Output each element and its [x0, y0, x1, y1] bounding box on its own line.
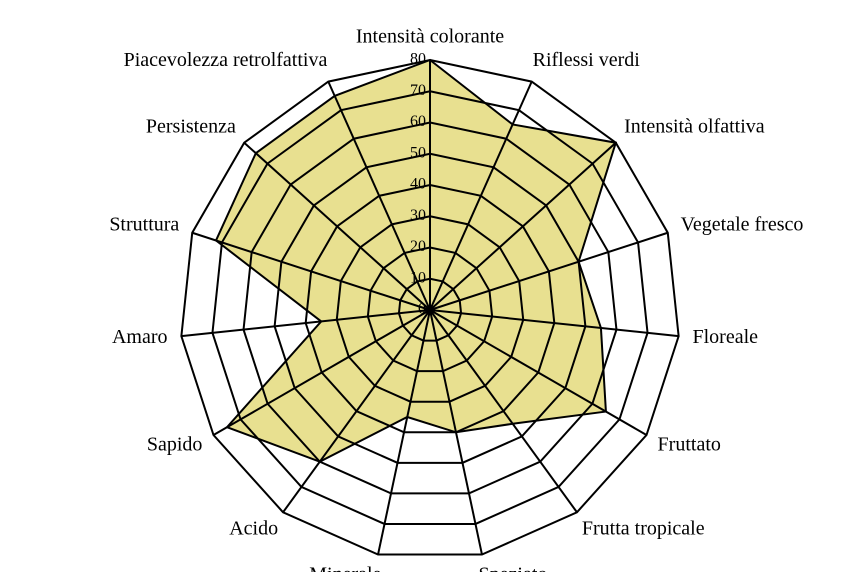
grid-ring [335, 215, 525, 403]
category-label: Minerale [309, 564, 381, 572]
spoke [327, 81, 431, 311]
r-tick-label: 20 [410, 238, 426, 255]
spoke [429, 81, 533, 311]
category-label: Frutta tropicale [582, 518, 705, 540]
spoke [191, 231, 431, 311]
category-label: Vegetale fresco [681, 214, 804, 236]
spoke [429, 309, 648, 436]
category-label: Riflessi verdi [533, 49, 641, 71]
spoke [429, 309, 578, 513]
r-tick-label: 70 [410, 82, 426, 99]
grid-ring [180, 58, 680, 556]
category-label: Acido [229, 518, 278, 540]
r-tick-label: 0 [418, 301, 426, 318]
r-tick-label: 80 [410, 51, 426, 68]
r-tick-label: 40 [410, 176, 426, 193]
spoke [429, 231, 669, 311]
category-label: Persistenza [146, 116, 236, 138]
grid-ring [211, 90, 649, 525]
spoke [429, 141, 617, 311]
grid-ring [242, 121, 618, 495]
category-label: Sapido [147, 434, 203, 456]
data-outline [214, 58, 618, 463]
data-area [216, 60, 616, 462]
category-label: Struttura [109, 214, 179, 236]
spoke [377, 309, 431, 555]
r-tick-label: 60 [410, 113, 426, 130]
r-tick-label: 10 [410, 269, 426, 286]
category-label: Amaro [112, 326, 168, 348]
r-tick-label: 50 [410, 144, 426, 161]
spoke [212, 309, 431, 436]
category-label: Floreale [693, 326, 759, 348]
grid-ring [366, 246, 494, 373]
category-label: Fruttato [658, 434, 721, 456]
grid-ring [273, 152, 587, 464]
category-label: Intensità olfattiva [624, 116, 765, 138]
spoke [429, 309, 679, 338]
r-tick-label: 30 [410, 207, 426, 224]
category-label: Speziato [479, 564, 548, 572]
grid-ring [304, 183, 556, 434]
category-label: Intensità colorante [356, 26, 504, 48]
spoke [243, 141, 431, 311]
grid-ring [397, 277, 463, 342]
spoke [181, 309, 431, 338]
spoke [282, 309, 431, 513]
category-label: Piacevolezza retrolfattiva [124, 49, 328, 71]
